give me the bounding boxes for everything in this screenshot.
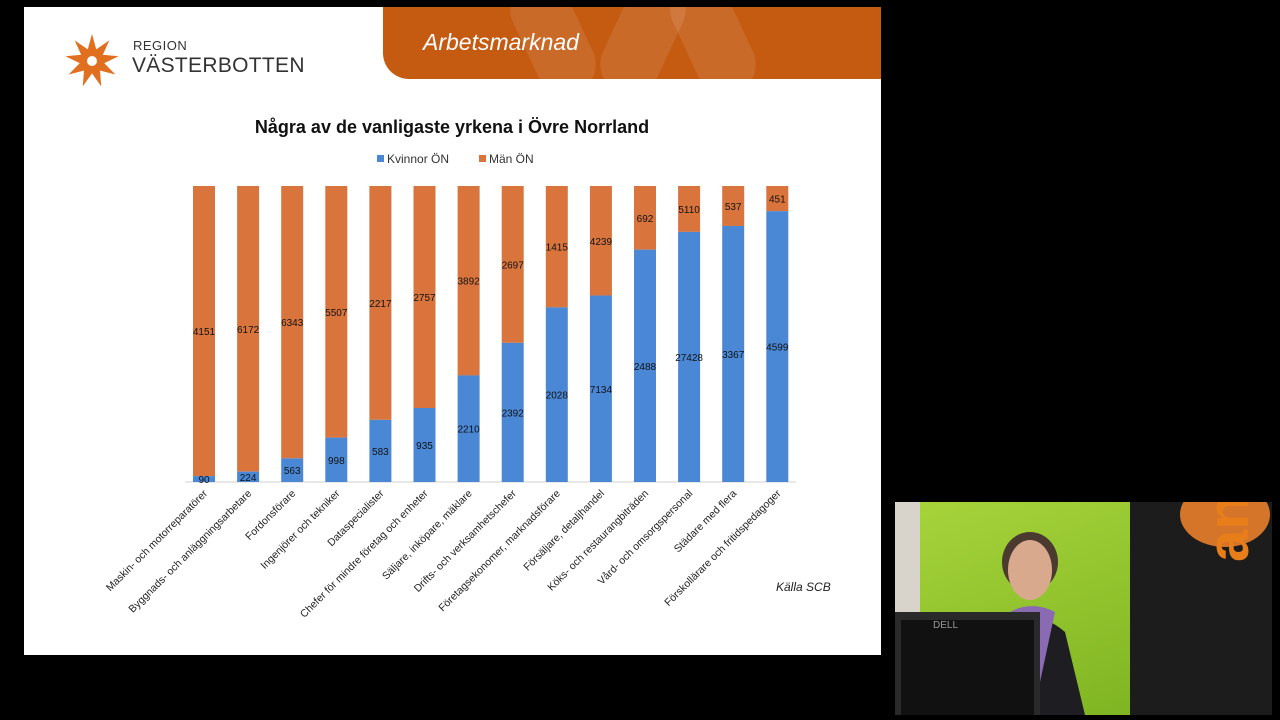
header-band: Arbetsmarknad — [383, 7, 881, 79]
data-label-men: 537 — [725, 202, 742, 213]
data-label-men: 5110 — [678, 205, 700, 216]
bar-segment-men — [766, 186, 789, 212]
data-label-women: 563 — [284, 466, 301, 477]
bar-segment-men — [678, 186, 701, 232]
bar-segment-men — [413, 186, 436, 408]
bar-segment-women — [237, 471, 260, 482]
data-label-women: 224 — [240, 473, 257, 484]
bar-segment-women — [193, 476, 215, 482]
data-label-women: 90 — [198, 475, 210, 486]
data-label-men: 1415 — [546, 243, 569, 254]
bar-segment-women — [678, 231, 701, 482]
bar-segment-women — [369, 419, 392, 482]
bar-segment-men — [369, 186, 392, 420]
data-label-men: 451 — [769, 195, 786, 206]
data-label-men: 2697 — [502, 260, 525, 271]
source-label: Källa SCB — [776, 580, 831, 594]
data-label-women: 27428 — [675, 353, 703, 364]
data-label-women: 2028 — [546, 391, 569, 402]
legend-label: Män ÖN — [489, 152, 534, 166]
bar-segment-men — [545, 186, 568, 308]
data-label-men: 6343 — [281, 318, 304, 329]
bar-segment-women — [722, 225, 745, 482]
stacked-bar-chart: Några av de vanligaste yrkena i Övre Nor… — [104, 117, 797, 620]
data-label-men: 2217 — [369, 299, 392, 310]
data-label-men: 2757 — [413, 293, 436, 304]
data-label-women: 2488 — [634, 362, 657, 373]
bar-segment-men — [634, 186, 656, 250]
data-label-men: 692 — [637, 214, 654, 225]
svg-text:DELL: DELL — [933, 620, 958, 631]
bar-segment-women — [589, 295, 612, 482]
data-label-women: 2210 — [457, 425, 480, 436]
brand-name-line1: REGION — [133, 38, 188, 53]
data-label-men: 3892 — [457, 277, 480, 288]
data-label-women: 998 — [328, 456, 345, 467]
legend-label: Kvinnor ÖN — [387, 152, 449, 166]
data-label-women: 583 — [372, 447, 389, 458]
legend-swatch — [479, 155, 486, 162]
data-label-women: 2392 — [502, 408, 525, 419]
data-label-men: 4239 — [590, 237, 613, 248]
presentation-slide: Arbetsmarknad REGION VÄSTERBOTTEN Några … — [24, 7, 881, 655]
bar-segment-men — [193, 186, 215, 477]
bar-segment-women — [634, 249, 656, 482]
bar-segment-women — [325, 437, 348, 482]
bar-segment-women — [413, 408, 436, 482]
chart-title: Några av de vanligaste yrkena i Övre Nor… — [255, 117, 649, 137]
data-label-women: 7134 — [590, 385, 613, 396]
bar-segment-men — [281, 186, 304, 459]
bar-segment-women — [501, 342, 524, 482]
bar-segment-men — [501, 186, 524, 343]
data-label-women: 935 — [416, 441, 433, 452]
data-label-men: 6172 — [237, 325, 260, 336]
section-title: Arbetsmarknad — [423, 29, 579, 55]
bar-segment-men — [325, 186, 348, 438]
category-label: Försäljare, detaljhandel — [521, 488, 607, 574]
bar-segment-men — [237, 186, 260, 472]
bar-segment-women — [281, 458, 304, 482]
bar-segment-men — [589, 186, 612, 296]
bar-segment-women — [545, 307, 568, 482]
presenter-video: ank DELL — [895, 502, 1272, 715]
category-label: Säljare, inköpare, mäklare — [380, 488, 475, 583]
bar-segment-women — [766, 211, 789, 482]
bar-segment-men — [457, 186, 480, 376]
category-label: Ingenjörer och tekniker — [258, 487, 342, 571]
legend-swatch — [377, 155, 384, 162]
brand-name-line2: VÄSTERBOTTEN — [132, 54, 305, 77]
data-label-women: 4599 — [766, 343, 789, 354]
bar-segment-women — [457, 375, 480, 482]
data-label-women: 3367 — [722, 350, 745, 361]
data-label-men: 5507 — [325, 308, 348, 319]
bar-segment-men — [722, 186, 745, 226]
data-label-men: 4151 — [193, 327, 216, 338]
region-logo-icon — [65, 34, 119, 87]
